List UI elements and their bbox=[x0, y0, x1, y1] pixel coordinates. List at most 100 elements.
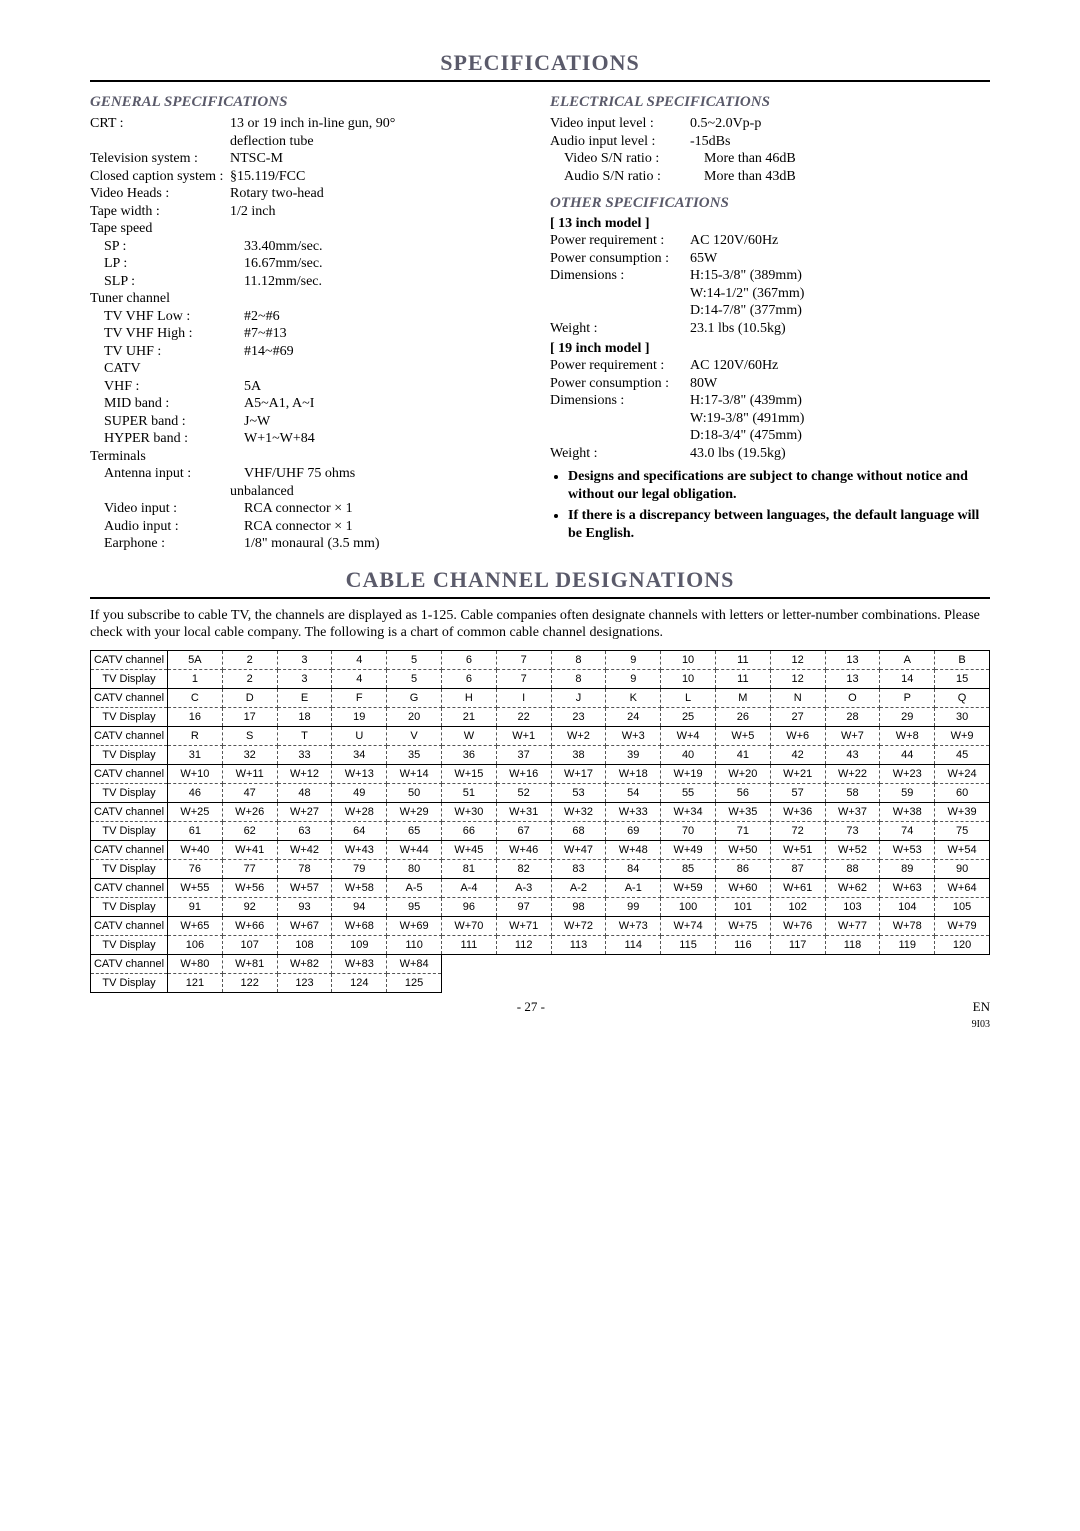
spec-label: SUPER band : bbox=[90, 413, 244, 431]
catv-cell: 4 bbox=[332, 669, 387, 688]
catv-cell bbox=[825, 954, 880, 973]
spec-row: Dimensions :H:17-3/8" (439mm) bbox=[550, 392, 990, 410]
catv-cell: 9 bbox=[606, 669, 661, 688]
catv-cell: 80 bbox=[387, 859, 442, 878]
spec-value: 1/2 inch bbox=[230, 203, 530, 221]
catv-cell: W+6 bbox=[770, 726, 825, 745]
row-label: TV Display bbox=[91, 745, 168, 764]
catv-cell: 75 bbox=[935, 821, 990, 840]
catv-cell: 109 bbox=[332, 935, 387, 954]
catv-cell: W+9 bbox=[935, 726, 990, 745]
catv-cell: S bbox=[222, 726, 277, 745]
catv-cell: W+21 bbox=[770, 764, 825, 783]
spec-row: D:14-7/8" (377mm) bbox=[550, 302, 990, 320]
spec-value: RCA connector × 1 bbox=[244, 518, 530, 536]
catv-cell: W+71 bbox=[496, 916, 551, 935]
catv-cell: 50 bbox=[387, 783, 442, 802]
spec-row: Video Heads :Rotary two-head bbox=[90, 185, 530, 203]
electrical-heading: ELECTRICAL SPECIFICATIONS bbox=[550, 94, 990, 111]
catv-cell: 48 bbox=[277, 783, 332, 802]
spec-label: Dimensions : bbox=[550, 392, 690, 410]
catv-cell: 96 bbox=[441, 897, 496, 916]
catv-cell: 60 bbox=[935, 783, 990, 802]
catv-cell: W+38 bbox=[880, 802, 935, 821]
catv-cell: 6 bbox=[441, 650, 496, 669]
spec-label bbox=[550, 410, 690, 428]
spec-value: 1/8" monaural (3.5 mm) bbox=[244, 535, 530, 553]
catv-cell: W+66 bbox=[222, 916, 277, 935]
catv-cell bbox=[661, 973, 716, 992]
catv-cell: 66 bbox=[441, 821, 496, 840]
catv-cell: W+11 bbox=[222, 764, 277, 783]
catv-cell: W+26 bbox=[222, 802, 277, 821]
spec-row: Audio input level :-15dBs bbox=[550, 133, 990, 151]
catv-cell: 38 bbox=[551, 745, 606, 764]
catv-cell: 47 bbox=[222, 783, 277, 802]
catv-cell: 3 bbox=[277, 669, 332, 688]
spec-label bbox=[550, 285, 690, 303]
spec-value: VHF/UHF 75 ohms bbox=[244, 465, 530, 483]
row-label: CATV channel bbox=[91, 878, 168, 897]
catv-cell: 9 bbox=[606, 650, 661, 669]
catv-cell: W+42 bbox=[277, 840, 332, 859]
spec-label: Video S/N ratio : bbox=[550, 150, 704, 168]
spec-row: Earphone :1/8" monaural (3.5 mm) bbox=[90, 535, 530, 553]
spec-label bbox=[90, 133, 230, 151]
spec-label: TV VHF Low : bbox=[90, 308, 244, 326]
spec-label: Video input level : bbox=[550, 115, 690, 133]
catv-cell bbox=[441, 973, 496, 992]
catv-cell: A-1 bbox=[606, 878, 661, 897]
catv-cell: W+8 bbox=[880, 726, 935, 745]
spec-label: Dimensions : bbox=[550, 267, 690, 285]
spec-label: Power consumption : bbox=[550, 375, 690, 393]
page-title: SPECIFICATIONS bbox=[90, 50, 990, 76]
catv-cell bbox=[606, 954, 661, 973]
catv-cell: 67 bbox=[496, 821, 551, 840]
spec-label: LP : bbox=[90, 255, 244, 273]
catv-channel-row: CATV channelW+40W+41W+42W+43W+44W+45W+46… bbox=[91, 840, 990, 859]
catv-cell: 7 bbox=[496, 650, 551, 669]
spec-row: Video input level :0.5~2.0Vp-p bbox=[550, 115, 990, 133]
model13-title: [ 13 inch model ] bbox=[550, 216, 990, 232]
catv-cell: W+84 bbox=[387, 954, 442, 973]
catv-cell: W+31 bbox=[496, 802, 551, 821]
catv-cell: 56 bbox=[715, 783, 770, 802]
catv-cell: W+64 bbox=[935, 878, 990, 897]
footer-lang: EN bbox=[973, 999, 990, 1014]
spec-row: Terminals bbox=[90, 448, 530, 466]
catv-cell: W+50 bbox=[715, 840, 770, 859]
catv-cell: W+68 bbox=[332, 916, 387, 935]
spec-row: Weight :23.1 lbs (10.5kg) bbox=[550, 320, 990, 338]
spec-value: AC 120V/60Hz bbox=[690, 232, 990, 250]
catv-cell: 15 bbox=[935, 669, 990, 688]
catv-cell: 118 bbox=[825, 935, 880, 954]
catv-cell: 49 bbox=[332, 783, 387, 802]
catv-cell: K bbox=[606, 688, 661, 707]
spec-row: SUPER band :J~W bbox=[90, 413, 530, 431]
catv-cell: W+29 bbox=[387, 802, 442, 821]
catv-cell: 17 bbox=[222, 707, 277, 726]
catv-cell: 65 bbox=[387, 821, 442, 840]
note-item: If there is a discrepancy between langua… bbox=[568, 507, 990, 542]
catv-cell: 5 bbox=[387, 669, 442, 688]
spec-label: Tape speed bbox=[90, 220, 230, 238]
catv-cell: W+30 bbox=[441, 802, 496, 821]
row-label: TV Display bbox=[91, 707, 168, 726]
spec-label: Tuner channel bbox=[90, 290, 230, 308]
catv-cell: W+20 bbox=[715, 764, 770, 783]
catv-cell: 12 bbox=[770, 650, 825, 669]
catv-cell: 71 bbox=[715, 821, 770, 840]
spec-value: #7~#13 bbox=[244, 325, 530, 343]
catv-cell: W+25 bbox=[168, 802, 223, 821]
catv-cell: 110 bbox=[387, 935, 442, 954]
catv-cell: W+74 bbox=[661, 916, 716, 935]
spec-row: Audio input :RCA connector × 1 bbox=[90, 518, 530, 536]
catv-cell: 2 bbox=[222, 669, 277, 688]
row-label: TV Display bbox=[91, 973, 168, 992]
catv-cell: W+51 bbox=[770, 840, 825, 859]
catv-cell: 116 bbox=[715, 935, 770, 954]
spec-row: Weight :43.0 lbs (19.5kg) bbox=[550, 445, 990, 463]
spec-value: deflection tube bbox=[230, 133, 530, 151]
catv-cell: 52 bbox=[496, 783, 551, 802]
row-label: CATV channel bbox=[91, 688, 168, 707]
